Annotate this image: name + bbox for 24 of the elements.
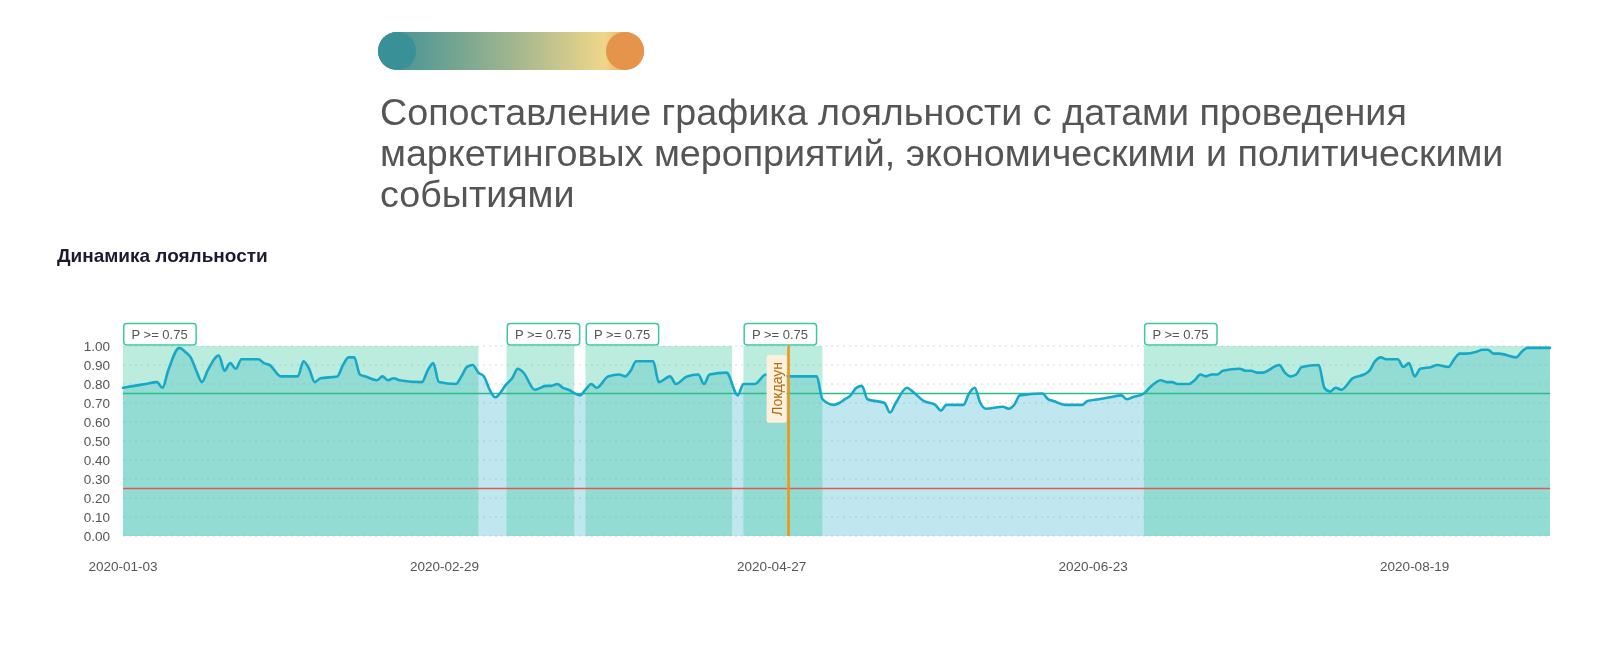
x-tick-label: 2020-04-27 bbox=[737, 559, 807, 574]
y-tick-label: 0.50 bbox=[83, 433, 110, 449]
y-tick-label: 0.60 bbox=[83, 414, 110, 430]
x-tick-label: 2020-02-29 bbox=[409, 559, 480, 574]
y-tick-label: 0.80 bbox=[83, 376, 110, 392]
y-tick-label: 1.00 bbox=[83, 338, 110, 354]
ref-line-label: Локдаун bbox=[769, 361, 786, 416]
x-tick-label: 2020-08-19 bbox=[1380, 559, 1450, 574]
band-label: P >= 0.75 bbox=[751, 327, 809, 342]
band-label: P >= 0.75 bbox=[515, 327, 572, 342]
band-label: P >= 0.75 bbox=[1152, 327, 1209, 342]
y-tick-label: 0.70 bbox=[83, 395, 110, 411]
y-tick-label: 0.90 bbox=[83, 357, 110, 373]
chart-title: Сопоставление графика лояльности с датами проведения маркетинговых мероприятий, экономическими и политическими событиями bbox=[380, 91, 1504, 215]
y-tick-label: 0.30 bbox=[83, 471, 110, 487]
x-tick-label: 2020-06-23 bbox=[1058, 559, 1128, 574]
x-tick-label: 2020-01-03 bbox=[88, 559, 158, 574]
y-tick-label: 0.00 bbox=[83, 528, 110, 544]
y-tick-label: 0.20 bbox=[83, 490, 110, 506]
chart-subtitle: Динамика лояльности bbox=[57, 245, 268, 266]
y-tick-label: 0.10 bbox=[83, 509, 110, 525]
band-label: P >= 0.75 bbox=[594, 327, 651, 342]
band-label: P >= 0.75 bbox=[131, 327, 188, 342]
y-tick-label: 0.40 bbox=[83, 452, 110, 468]
